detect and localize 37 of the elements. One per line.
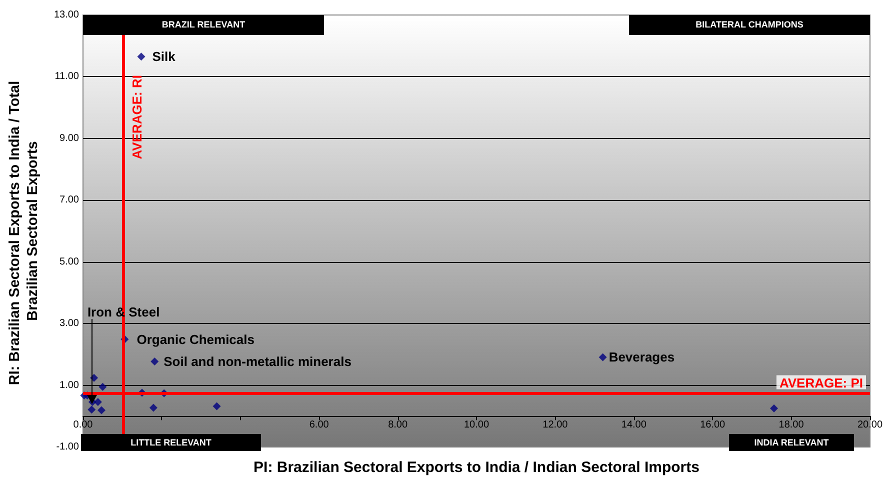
point bbox=[770, 404, 778, 412]
y-axis-title: RI: Brazilian Sectoral Exports to India / Total Brazilian Sectoral Exports bbox=[7, 76, 41, 386]
x-tick-label: 12.00 bbox=[542, 420, 568, 431]
x-tick-label: 16.00 bbox=[700, 420, 726, 431]
point bbox=[137, 52, 146, 61]
x-tick-label: 10.00 bbox=[464, 420, 490, 431]
y-tick-label: -1.00 bbox=[56, 442, 80, 452]
ref-line-label: AVERAGE: RI bbox=[130, 75, 145, 160]
point bbox=[98, 382, 107, 391]
annotation: LITTLE RELEVANT bbox=[130, 437, 212, 448]
y-tick-label: 7.00 bbox=[60, 194, 80, 206]
annotation: BRAZIL RELEVANT bbox=[162, 20, 246, 30]
x-axis-title: PI: Brazilian Sectoral Exports to India / Indian Sectoral Imports bbox=[254, 459, 700, 476]
annotation: Organic Chemicals bbox=[136, 332, 254, 347]
point bbox=[88, 406, 96, 414]
point bbox=[598, 353, 607, 362]
x-tick-label: 6.00 bbox=[309, 420, 330, 431]
y-tick-label: 11.00 bbox=[54, 71, 80, 82]
x-tick-label: 14.00 bbox=[621, 420, 647, 431]
x-tick-label: 8.00 bbox=[388, 420, 408, 431]
annotation: Soil and non-metallic minerals bbox=[164, 354, 352, 370]
y-tick-label: 5.00 bbox=[60, 256, 80, 268]
y-tick-label: 9.00 bbox=[60, 132, 80, 144]
annotation: Beverages bbox=[608, 350, 675, 365]
point bbox=[94, 398, 102, 406]
point bbox=[97, 406, 106, 414]
annotation: INDIA RELEVANT bbox=[754, 437, 829, 448]
y-tick-label: 3.00 bbox=[60, 318, 80, 330]
ref-line-label: AVERAGE: PI bbox=[779, 375, 863, 390]
y-tick-label: 1.00 bbox=[60, 380, 80, 391]
x-tick-label: 18.00 bbox=[778, 420, 804, 431]
annotation: BILATERAL CHAMPIONS bbox=[696, 20, 804, 30]
annotation: Silk bbox=[152, 49, 176, 64]
y-tick-label: 13.00 bbox=[54, 10, 80, 20]
point bbox=[212, 402, 221, 410]
point bbox=[149, 404, 158, 412]
point bbox=[150, 358, 159, 366]
